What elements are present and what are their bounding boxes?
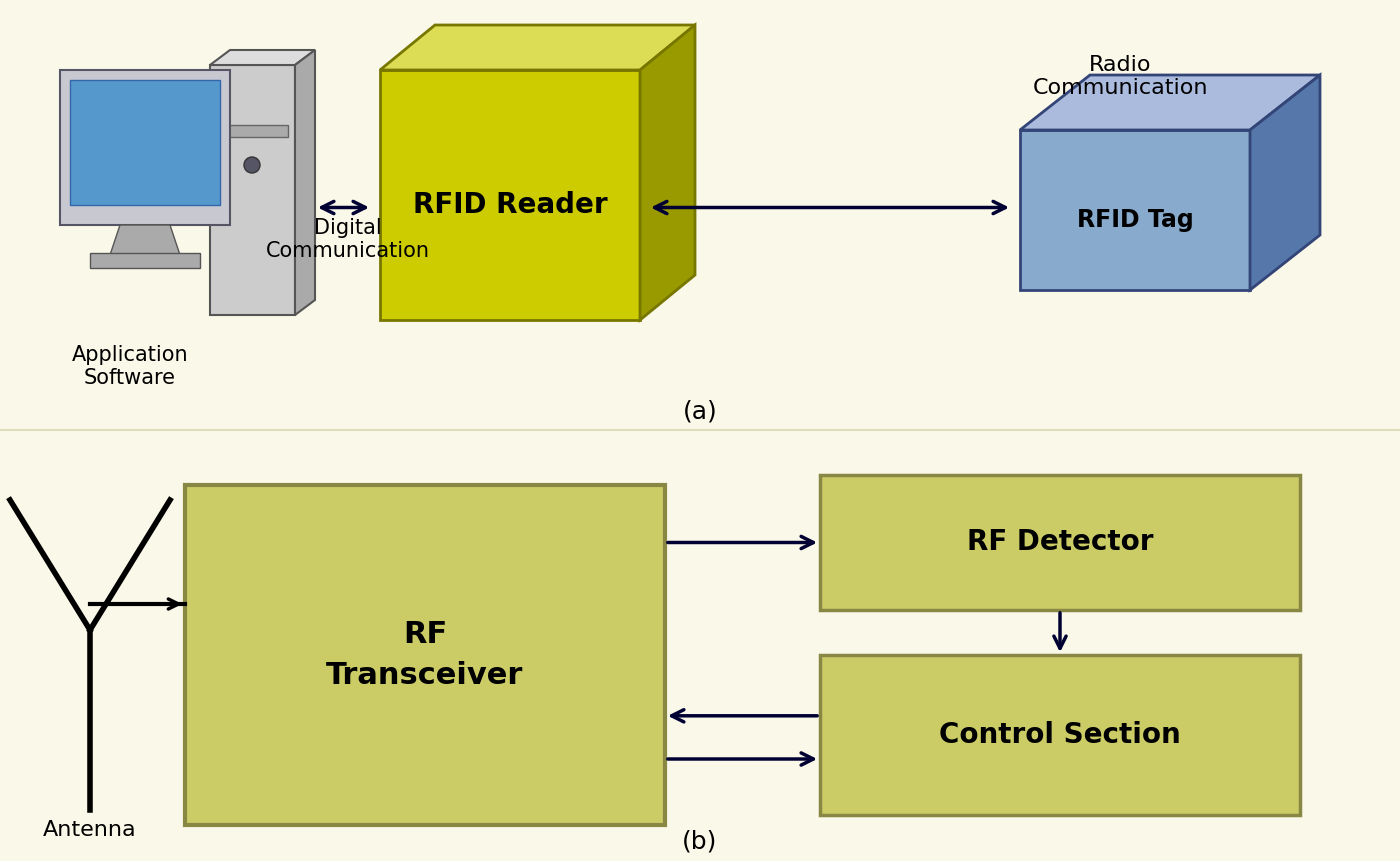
Text: Antenna: Antenna: [43, 820, 137, 840]
Bar: [60, 70, 230, 225]
Bar: [218, 125, 288, 137]
Text: RF
Transceiver: RF Transceiver: [326, 620, 524, 690]
Text: Control Section: Control Section: [939, 721, 1180, 749]
Text: (a): (a): [683, 400, 717, 424]
Polygon shape: [295, 50, 315, 315]
Polygon shape: [1250, 75, 1320, 290]
Text: RFID Tag: RFID Tag: [1077, 208, 1193, 232]
Bar: [185, 485, 665, 825]
Text: RFID Reader: RFID Reader: [413, 191, 608, 219]
Polygon shape: [111, 225, 181, 255]
Polygon shape: [640, 25, 694, 320]
Circle shape: [244, 157, 260, 173]
Bar: [820, 475, 1301, 610]
Text: Digital
Communication: Digital Communication: [266, 218, 430, 261]
Polygon shape: [379, 70, 640, 320]
Polygon shape: [379, 25, 694, 70]
Polygon shape: [1021, 130, 1250, 290]
Polygon shape: [1021, 75, 1320, 130]
Text: Application
Software: Application Software: [71, 345, 189, 388]
Bar: [90, 253, 200, 268]
Polygon shape: [210, 65, 295, 315]
Text: Radio
Communication: Radio Communication: [1032, 55, 1208, 98]
Bar: [820, 655, 1301, 815]
Polygon shape: [210, 50, 315, 65]
Bar: [70, 80, 220, 205]
Text: RF Detector: RF Detector: [967, 529, 1154, 556]
Text: (b): (b): [682, 830, 718, 854]
